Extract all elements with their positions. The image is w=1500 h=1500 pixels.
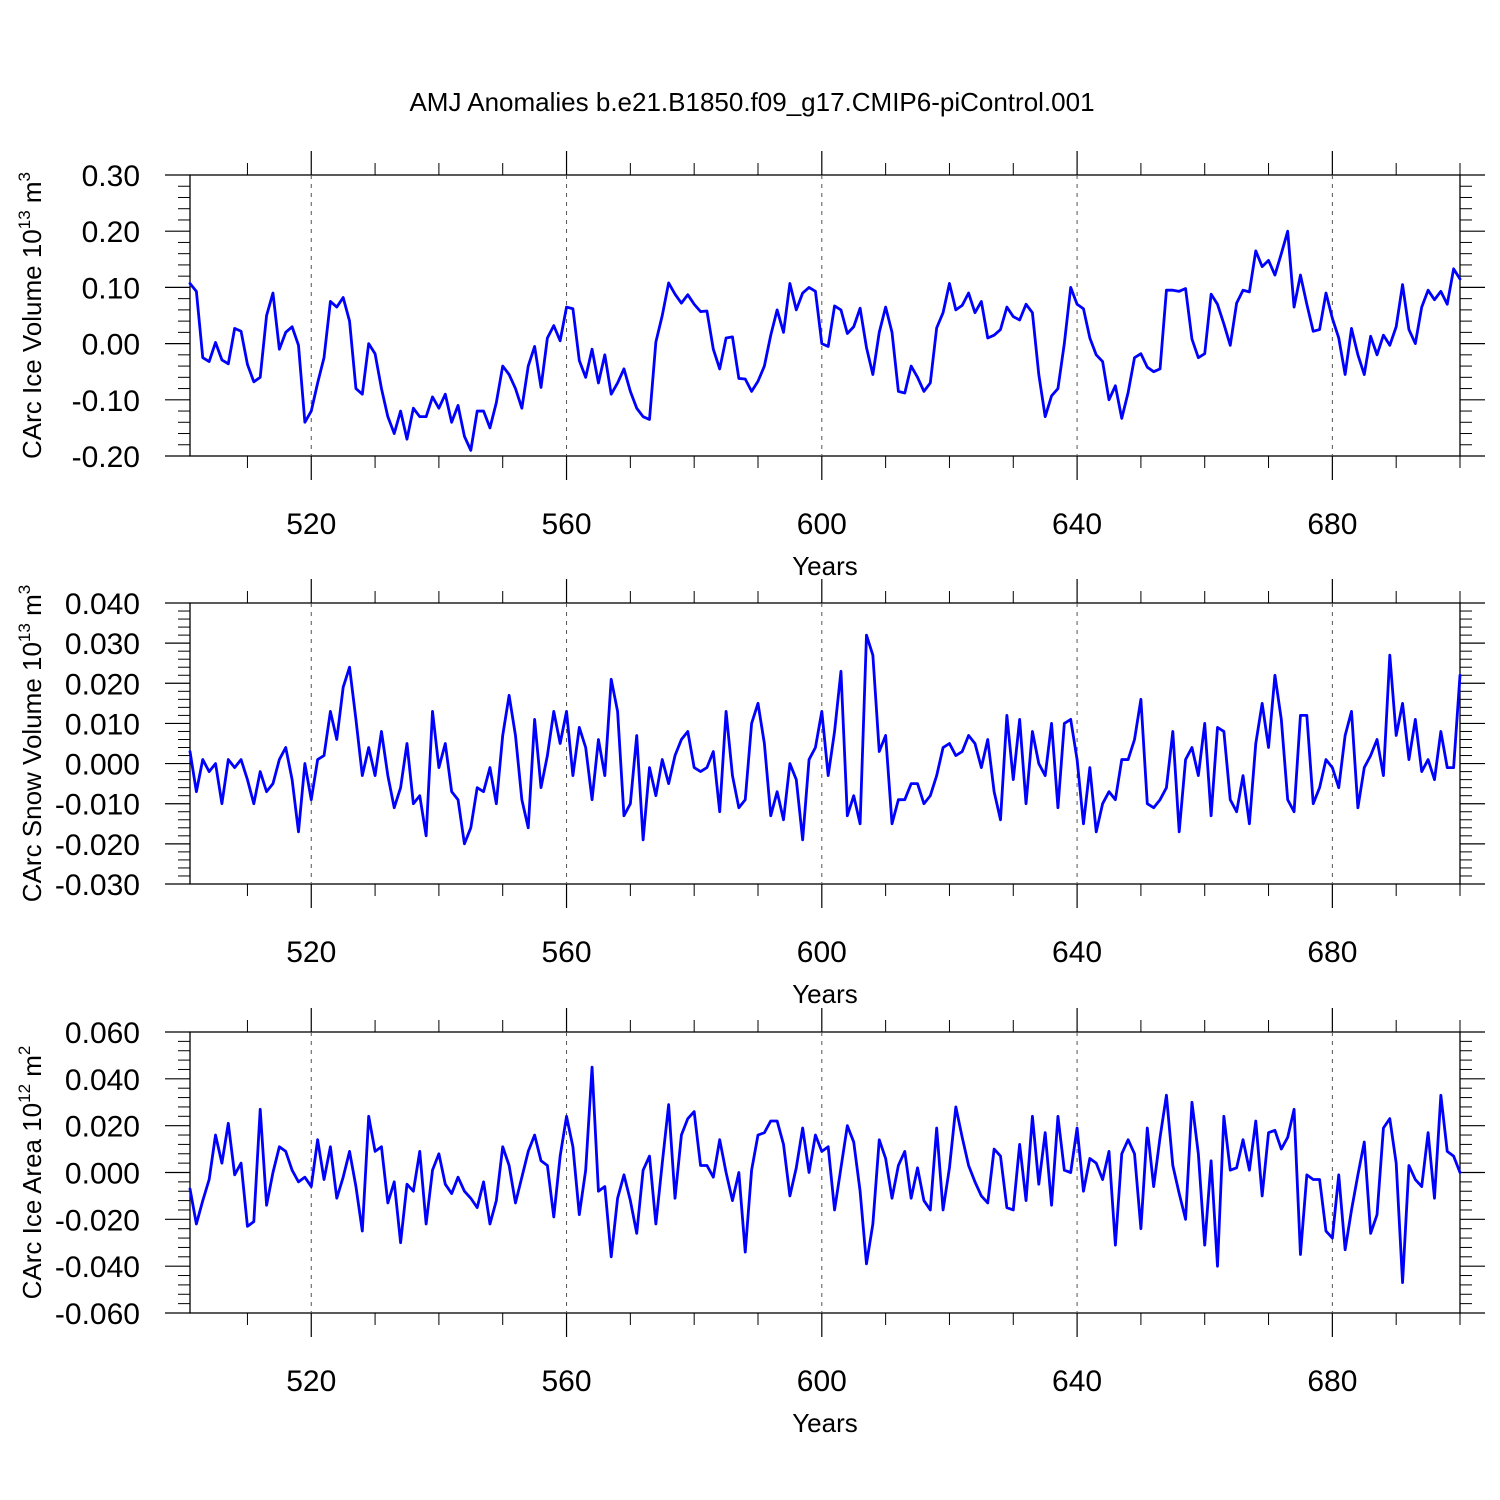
series-line-2	[188, 633, 1462, 846]
x-tick-label: 680	[1307, 936, 1357, 969]
figure-title: AMJ Anomalies b.e21.B1850.f09_g17.CMIP6-…	[409, 87, 1094, 117]
x-tick-label: 600	[797, 1365, 847, 1398]
series-line-1	[188, 229, 1462, 452]
y-tick-label: -0.10	[72, 385, 140, 418]
y-tick-label: 0.060	[65, 1017, 140, 1050]
x-axis-title: Years	[792, 1408, 858, 1438]
x-tick-label: 600	[797, 508, 847, 541]
y-tick-label: 0.20	[82, 216, 140, 249]
x-axis-title: Years	[792, 979, 858, 1009]
y-axis-title: CArc Ice Volume 1013 m3	[15, 172, 47, 459]
panels: 520 560 600 640 680 -0.20 -0.10 0.00 0.10 0.20 0.3…	[15, 151, 1485, 1438]
panel-1: 520 560 600 640 680 -0.20 -0.10 0.00 0.10 0.20 0.3…	[15, 151, 1485, 581]
x-tick-label: 640	[1052, 1365, 1102, 1398]
x-tick-label: 520	[286, 508, 336, 541]
y-tick-label: 0.10	[82, 272, 140, 305]
y-tick-label: 0.030	[65, 628, 140, 661]
panel-3: 520 560 600 640 680 -0.060 -0.040 -0.020 0.000 0.…	[15, 1008, 1485, 1438]
y-axis-title: CArc Ice Area 1012 m2	[15, 1046, 47, 1300]
y-axis-title: CArc Snow Volume 1013 m3	[15, 585, 47, 902]
y-tick-label: 0.020	[65, 668, 140, 701]
x-axis-title: Years	[792, 551, 858, 581]
y-tick-label: -0.010	[55, 789, 140, 822]
x-tick-label: 560	[542, 936, 592, 969]
y-tick-label: 0.30	[82, 160, 140, 193]
x-tick-label: 520	[286, 936, 336, 969]
y-tick-label: 0.020	[65, 1111, 140, 1144]
x-tick-label: 560	[542, 508, 592, 541]
plot-frame	[189, 602, 1461, 885]
series-line-3	[188, 1065, 1462, 1284]
x-tick-label: 600	[797, 936, 847, 969]
y-tick-label: 0.040	[65, 588, 140, 621]
panel-2: 520 560 600 640 680 -0.030 -0.020 -0.010 0.000 0.…	[15, 579, 1485, 1009]
plot-frame	[189, 174, 1461, 457]
y-tick-label: 0.000	[65, 749, 140, 782]
x-tick-label: 520	[286, 1365, 336, 1398]
y-tick-label: 0.010	[65, 708, 140, 741]
x-tick-label: 640	[1052, 936, 1102, 969]
y-tick-label: -0.030	[55, 869, 140, 902]
y-tick-label: -0.040	[55, 1251, 140, 1284]
y-tick-label: 0.040	[65, 1064, 140, 1097]
y-tick-label: -0.20	[72, 441, 140, 474]
y-tick-label: -0.020	[55, 829, 140, 862]
x-tick-label: 680	[1307, 508, 1357, 541]
y-tick-label: 0.000	[65, 1158, 140, 1191]
x-tick-label: 680	[1307, 1365, 1357, 1398]
y-tick-label: -0.020	[55, 1204, 140, 1237]
y-tick-label: 0.00	[82, 329, 140, 362]
y-tick-label: -0.060	[55, 1298, 140, 1331]
x-tick-label: 640	[1052, 508, 1102, 541]
x-tick-label: 560	[542, 1365, 592, 1398]
